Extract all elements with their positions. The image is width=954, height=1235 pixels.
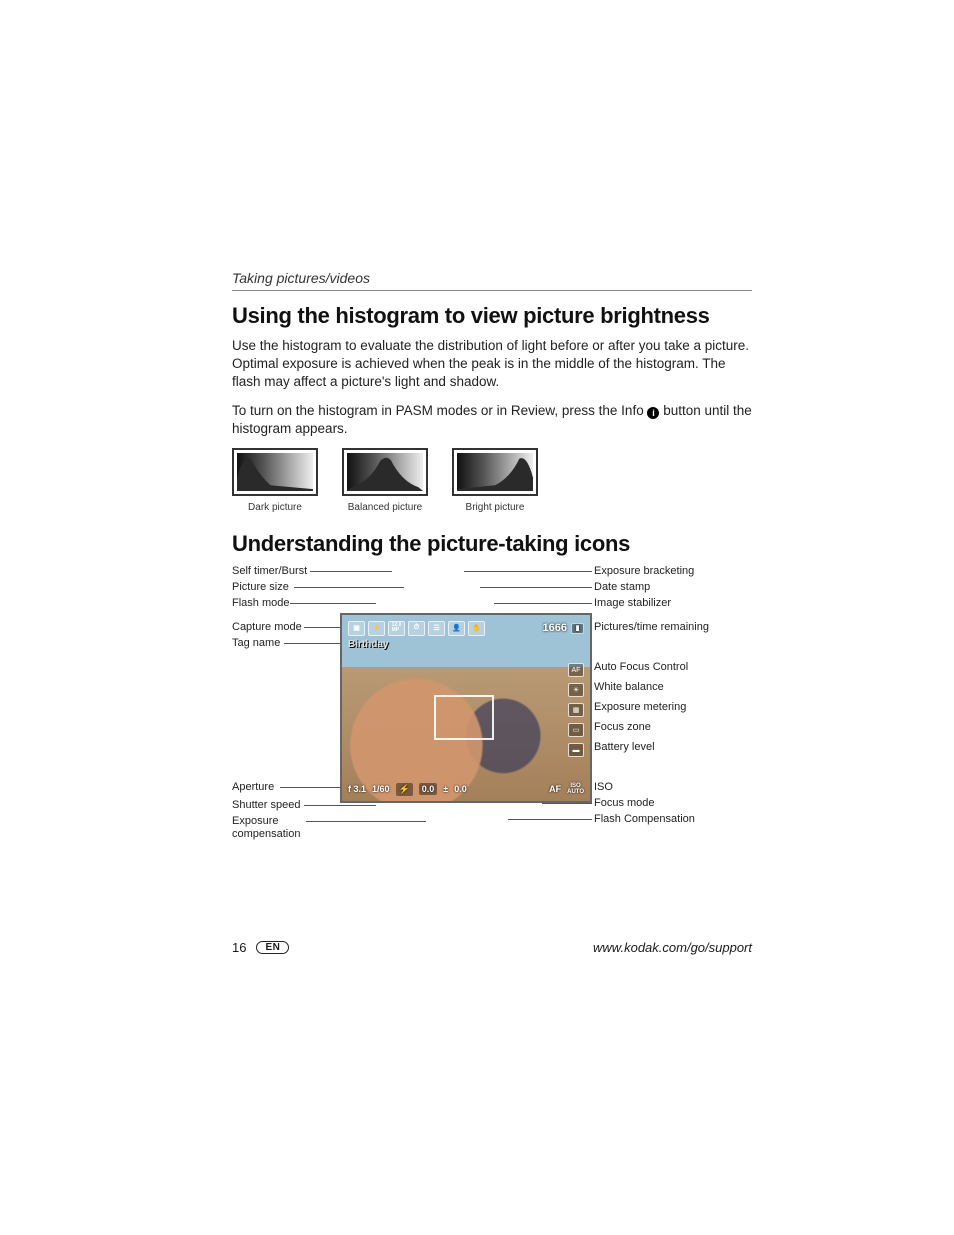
heading-histogram: Using the histogram to view picture brig… [232, 303, 752, 329]
lcd-preview: ▣ ⚡ 12.0 MP ⏱ ☰ 👤 ✋ 1666 ▮ Birthday AF ☀… [342, 615, 590, 801]
label-af-control: Auto Focus Control [594, 661, 688, 674]
label-exposure-comp: Exposure compensation [232, 815, 312, 840]
icons-diagram: Self timer/Burst Picture size Flash mode… [232, 565, 752, 885]
para-histogram-intro: Use the histogram to evaluate the distri… [232, 337, 752, 392]
camera-icon: ▣ [348, 621, 365, 636]
lcd-bottom-row: f 3.1 1/60 ⚡ 0.0 ± 0.0 AF ISO AUTO [348, 781, 584, 797]
ev-value-2: 0.0 [454, 784, 467, 794]
histogram-balanced: Balanced picture [342, 448, 428, 513]
heading-icons: Understanding the picture-taking icons [232, 531, 752, 557]
timer-icon: ⏱ [408, 621, 425, 636]
af-value: AF [549, 784, 561, 794]
lcd-top-row: ▣ ⚡ 12.0 MP ⏱ ☰ 👤 ✋ 1666 ▮ [348, 619, 584, 637]
label-focus-zone: Focus zone [594, 721, 651, 734]
label-picture-size: Picture size [232, 581, 289, 594]
label-focus-mode: Focus mode [594, 797, 655, 810]
mp-icon: 12.0 MP [388, 621, 405, 636]
shutter-value: 1/60 [372, 784, 390, 794]
label-image-stab: Image stabilizer [594, 597, 671, 610]
label-shutter: Shutter speed [232, 799, 301, 812]
label-exp-bracketing: Exposure bracketing [594, 565, 694, 578]
meter-icon: ▦ [568, 703, 584, 717]
lcd-right-col: AF ☀ ▦ ▭ ▬ [568, 663, 586, 757]
divider [232, 290, 752, 291]
flash-ev-icon: ⚡ [396, 783, 413, 796]
label-white-bal: White balance [594, 681, 664, 694]
label-date-stamp: Date stamp [594, 581, 650, 594]
card-icon: ▮ [571, 623, 584, 634]
label-iso: ISO [594, 781, 613, 794]
iso-value: ISO AUTO [567, 783, 584, 795]
info-icon: i [647, 407, 659, 419]
histogram-row: Dark picture Balanced picture Bright pic… [232, 448, 752, 513]
ev-value-1: 0.0 [419, 783, 438, 795]
bracket-icon: ☰ [428, 621, 445, 636]
para2-part-a: To turn on the histogram in PASM modes o… [232, 403, 647, 418]
breadcrumb-section: Taking pictures/videos [232, 270, 752, 286]
af-icon: AF [568, 663, 584, 677]
footer-url: www.kodak.com/go/support [593, 940, 752, 955]
histogram-caption: Dark picture [232, 502, 318, 513]
flash-icon: ⚡ [368, 621, 385, 636]
label-aperture: Aperture [232, 781, 274, 794]
para-histogram-howto: To turn on the histogram in PASM modes o… [232, 402, 752, 438]
label-metering: Exposure metering [594, 701, 686, 714]
label-battery: Battery level [594, 741, 655, 754]
label-pics-remaining: Pictures/time remaining [594, 621, 709, 634]
tag-name-value: Birthday [348, 639, 389, 650]
stab-icon: ✋ [468, 621, 485, 636]
focus-bracket [434, 695, 494, 740]
person-icon: 👤 [448, 621, 465, 636]
page-number: 16 [232, 940, 246, 955]
zone-icon: ▭ [568, 723, 584, 737]
frames-remaining: 1666 ▮ [543, 622, 584, 634]
page-footer: 16 EN www.kodak.com/go/support [232, 940, 752, 955]
label-self-timer: Self timer/Burst [232, 565, 307, 578]
label-capture-mode: Capture mode [232, 621, 302, 634]
histogram-caption: Bright picture [452, 502, 538, 513]
wb-icon: ☀ [568, 683, 584, 697]
histogram-bright: Bright picture [452, 448, 538, 513]
battery-icon: ▬ [568, 743, 584, 757]
aperture-value: f 3.1 [348, 784, 366, 794]
label-tag-name: Tag name [232, 637, 280, 650]
histogram-caption: Balanced picture [342, 502, 428, 513]
label-flash-comp: Flash Compensation [594, 813, 695, 826]
ev-sep-icon: ± [443, 784, 448, 794]
label-flash-mode: Flash mode [232, 597, 289, 610]
language-badge: EN [256, 941, 289, 954]
histogram-dark: Dark picture [232, 448, 318, 513]
